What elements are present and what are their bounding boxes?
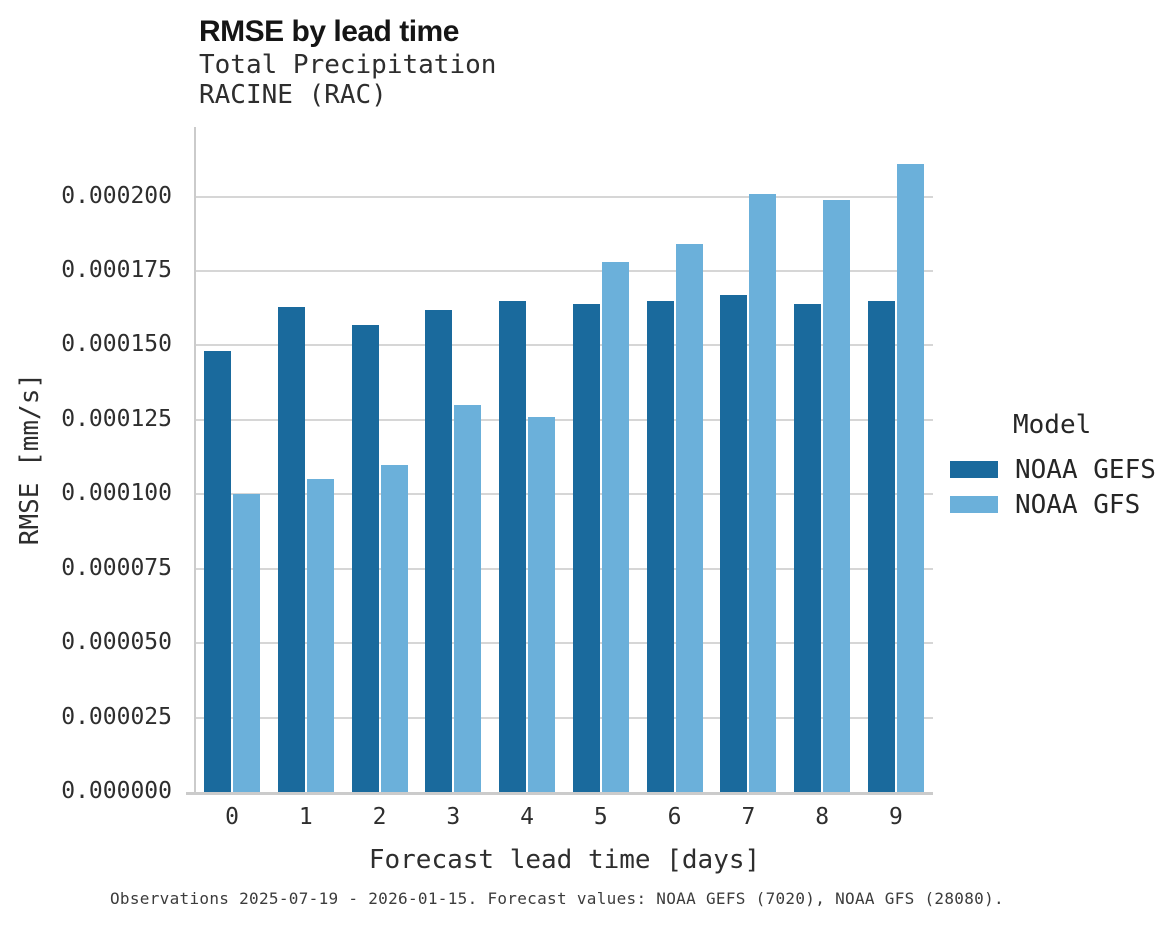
y-axis-title: RMSE [mm/s]: [15, 373, 45, 546]
x-tick-label: 8: [815, 804, 830, 830]
legend-label: NOAA GEFS: [1015, 454, 1156, 485]
subtitle-variable: Total Precipitation: [199, 50, 497, 80]
bar-noaa-gefs-lead-6: [646, 300, 674, 792]
legend-swatch: [950, 496, 998, 513]
legend-item-noaa-gefs: NOAA GEFS: [950, 452, 1172, 487]
chart-subtitle: Total Precipitation RACINE (RAC): [199, 50, 496, 110]
bar-noaa-gefs-lead-8: [794, 303, 822, 792]
x-tick-label: 0: [225, 804, 239, 830]
gridline: [196, 344, 933, 347]
bar-noaa-gfs-lead-9: [896, 163, 924, 792]
x-axis-title: Forecast lead time [days]: [368, 845, 761, 875]
x-tick-label: 7: [741, 804, 756, 830]
bar-noaa-gfs-lead-1: [306, 479, 334, 792]
x-tick-label: 3: [446, 804, 461, 830]
legend-title: Model: [1013, 410, 1092, 440]
chart-title: RMSE by lead time: [199, 15, 459, 48]
x-tick-label: 1: [298, 804, 313, 830]
bar-noaa-gfs-lead-0: [233, 494, 260, 792]
y-tick-label: 0.000025: [61, 703, 172, 730]
bar-noaa-gefs-lead-4: [499, 300, 527, 792]
gridline: [196, 493, 933, 496]
bar-noaa-gfs-lead-5: [601, 262, 629, 792]
gridline: [196, 642, 933, 645]
legend-label: NOAA GFS: [1015, 489, 1141, 520]
bar-noaa-gfs-lead-2: [380, 464, 408, 792]
gridline: [196, 195, 933, 198]
bar-noaa-gefs-lead-0: [204, 351, 231, 792]
subtitle-station: RACINE (RAC): [199, 80, 387, 110]
y-tick-label: 0.000175: [61, 257, 172, 284]
x-axis-line: [186, 792, 933, 795]
y-tick-label: 0.000200: [61, 182, 172, 209]
x-tick-label: 2: [372, 804, 387, 830]
legend-swatch: [950, 461, 998, 478]
gridline: [196, 567, 933, 570]
gridline: [196, 270, 933, 273]
x-tick-label: 6: [667, 804, 682, 830]
y-tick-label: 0.000075: [61, 554, 172, 581]
gridline: [196, 418, 933, 421]
bar-noaa-gfs-lead-3: [454, 405, 482, 792]
x-tick-label: 5: [593, 804, 608, 830]
bar-noaa-gefs-lead-7: [720, 294, 748, 792]
y-tick-label: 0.000050: [61, 629, 172, 656]
bar-noaa-gefs-lead-1: [277, 306, 305, 792]
legend: Model NOAA GEFS NOAA GFS: [950, 410, 1172, 522]
y-tick-label: 0.000000: [61, 778, 172, 804]
gridline: [196, 716, 933, 719]
bar-noaa-gefs-lead-2: [351, 324, 379, 792]
bar-noaa-gfs-lead-7: [749, 193, 777, 792]
caption: Observations 2025-07-19 - 2026-01-15. Fo…: [110, 889, 1004, 908]
legend-item-noaa-gfs: NOAA GFS: [950, 487, 1172, 522]
y-axis-line: [194, 127, 196, 792]
bar-noaa-gefs-lead-9: [867, 300, 895, 792]
bar-noaa-gfs-lead-8: [823, 199, 851, 792]
bar-noaa-gfs-lead-4: [528, 416, 556, 792]
y-tick-label: 0.000125: [61, 405, 172, 432]
y-tick-label: 0.000150: [61, 331, 172, 358]
bar-noaa-gefs-lead-5: [572, 303, 600, 792]
x-tick-label: 9: [888, 804, 903, 830]
plot-area: [196, 127, 933, 792]
bar-noaa-gfs-lead-6: [675, 244, 703, 792]
y-tick-label: 0.000100: [61, 480, 172, 507]
x-tick-label: 4: [520, 804, 534, 830]
bar-noaa-gefs-lead-3: [425, 309, 453, 792]
